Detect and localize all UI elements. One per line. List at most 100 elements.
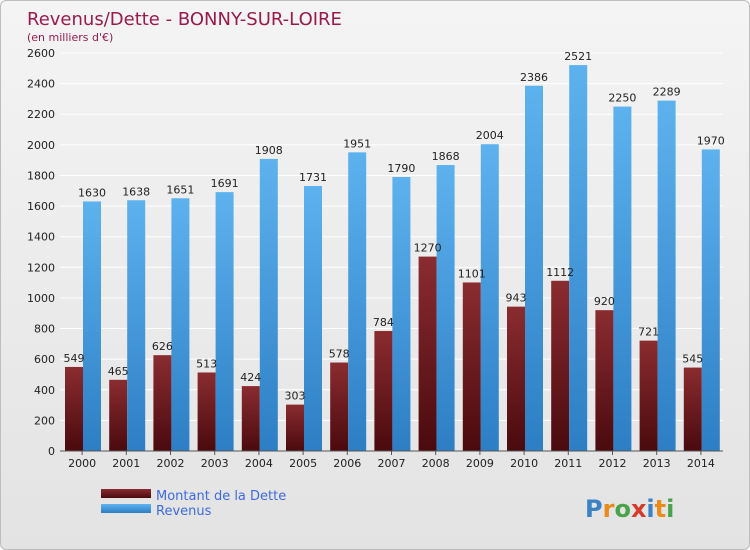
x-tick-label: 2011 [554, 457, 582, 470]
debt-value-label: 1101 [458, 267, 486, 280]
debt-bar [197, 372, 216, 451]
revenue-value-label: 2386 [520, 71, 548, 84]
x-tick-label: 2001 [112, 457, 140, 470]
debt-value-label: 549 [64, 352, 85, 365]
revenue-bar [127, 200, 146, 451]
debt-bar [65, 366, 83, 451]
revenue-value-label: 1951 [343, 137, 371, 150]
debt-bar [418, 256, 437, 451]
debt-bar [462, 282, 481, 451]
revenue-bar [259, 158, 278, 451]
revenue-bar [304, 186, 322, 451]
bars: 549 1630 465 1638 626 1651 513 1691 424 1908 303 17… [64, 50, 725, 452]
revenue-value-label: 1970 [697, 134, 725, 147]
y-tick-label: 2600 [27, 47, 55, 60]
legend-swatch-debt [101, 489, 151, 498]
y-tick-label: 2200 [27, 108, 55, 121]
debt-value-label: 943 [506, 292, 527, 305]
y-tick-label: 1600 [27, 200, 55, 213]
debt-value-label: 513 [196, 357, 217, 370]
logo-text: Proxiti [585, 495, 674, 523]
debt-bar [330, 362, 349, 451]
debt-value-label: 1112 [546, 266, 574, 279]
revenue-bar [215, 192, 234, 452]
debt-value-label: 424 [240, 371, 261, 384]
debt-bar [683, 367, 702, 451]
legend-swatch-revenue [101, 504, 151, 513]
debt-bar [551, 280, 570, 451]
x-tick-label: 2010 [510, 457, 538, 470]
debt-bar [595, 310, 614, 451]
debt-bar [109, 379, 128, 451]
debt-value-label: 578 [329, 348, 350, 361]
debt-value-label: 303 [285, 390, 306, 403]
debt-value-label: 920 [594, 295, 615, 308]
debt-bar [507, 306, 525, 451]
x-tick-label: 2004 [245, 457, 273, 470]
x-tick-label: 2013 [643, 457, 671, 470]
revenue-bar [480, 144, 499, 452]
x-tick-label: 2003 [201, 457, 229, 470]
proxiti-logo: Proxiti [585, 495, 674, 523]
revenue-bar [525, 85, 543, 452]
legend-label-revenue: Revenus [156, 504, 212, 519]
revenue-value-label: 2521 [564, 50, 592, 63]
revenue-bar [348, 152, 367, 451]
revenue-bar [569, 65, 588, 451]
x-tick-label: 2002 [157, 457, 185, 470]
revenue-value-label: 1790 [387, 162, 415, 175]
legend-label-debt: Montant de la Dette [156, 489, 286, 504]
debt-bar [639, 340, 658, 451]
y-tick-label: 1800 [27, 169, 55, 182]
revenue-value-label: 1638 [122, 185, 150, 198]
y-tick-label: 600 [34, 353, 55, 366]
revenue-bar [613, 106, 632, 452]
debt-value-label: 465 [108, 365, 129, 378]
revenue-value-label: 2004 [476, 129, 504, 142]
debt-bar [374, 330, 393, 451]
x-tick-label: 2014 [687, 457, 715, 470]
y-tick-label: 1200 [27, 261, 55, 274]
revenue-bar [436, 165, 455, 451]
debt-bar [241, 386, 260, 451]
x-tick-label: 2005 [289, 457, 317, 470]
x-tick-label: 2012 [599, 457, 627, 470]
revenue-bar [392, 176, 411, 451]
x-axis-ticks: 2000 2001 2002 2003 2004 2005 2006 2007 2008 2009… [68, 451, 715, 470]
revenue-value-label: 1908 [255, 144, 283, 157]
revenue-value-label: 2250 [608, 92, 636, 105]
debt-value-label: 626 [152, 340, 173, 353]
revenue-value-label: 1731 [299, 171, 327, 184]
revenue-bar [171, 198, 190, 451]
revenue-value-label: 2289 [653, 86, 681, 99]
revenue-value-label: 1630 [78, 186, 106, 199]
chart-title: Revenus/Dette - BONNY-SUR-LOIRE [27, 9, 342, 30]
y-tick-label: 200 [34, 414, 55, 427]
x-tick-label: 2006 [333, 457, 361, 470]
y-axis-ticks: 0 200 400 600 800 1000 1200 1400 1600 1800 2000 220… [27, 47, 55, 458]
debt-bar [153, 355, 172, 451]
y-tick-label: 1000 [27, 292, 55, 305]
y-tick-label: 1400 [27, 231, 55, 244]
x-tick-label: 2000 [68, 457, 96, 470]
y-tick-label: 2400 [27, 78, 55, 91]
chart-subtitle: (en milliers d'€) [27, 31, 113, 44]
x-tick-label: 2007 [378, 457, 406, 470]
debt-value-label: 784 [373, 316, 394, 329]
revenue-bar [701, 149, 720, 451]
y-tick-label: 400 [34, 384, 55, 397]
x-tick-label: 2009 [466, 457, 494, 470]
y-tick-label: 800 [34, 323, 55, 336]
debt-value-label: 721 [638, 326, 659, 339]
debt-bar [286, 404, 304, 451]
revenue-value-label: 1868 [432, 150, 460, 163]
debt-value-label: 1270 [414, 242, 442, 255]
debt-value-label: 545 [682, 353, 703, 366]
revenue-bar [657, 100, 676, 451]
revenue-value-label: 1651 [166, 183, 194, 196]
x-tick-label: 2008 [422, 457, 450, 470]
y-tick-label: 2000 [27, 139, 55, 152]
revenue-value-label: 1691 [211, 177, 239, 190]
